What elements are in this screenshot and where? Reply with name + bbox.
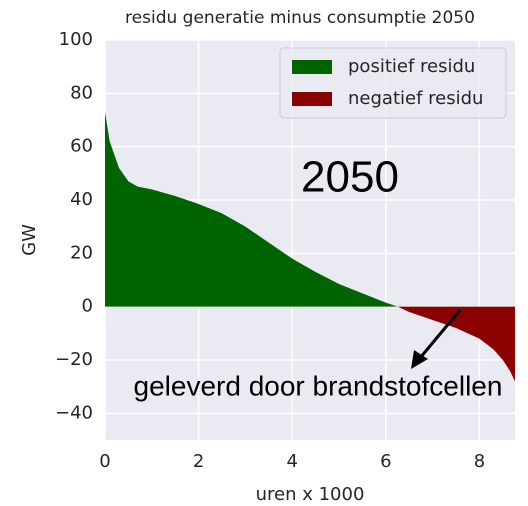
arrow-shaft [418,309,462,359]
x-tick-label: 8 [474,451,485,472]
y-tick-label: 60 [70,136,93,157]
y-tick-label: −40 [55,402,93,423]
x-tick-label: 4 [286,451,297,472]
arrow-head [411,350,428,369]
y-tick-label: 40 [70,189,93,210]
annotation: 2050 [301,153,399,202]
y-axis-label: GW [19,224,40,256]
legend-swatch [292,92,332,106]
legend: positief residu negatief residu [279,47,507,119]
x-axis-label: uren x 1000 [256,484,365,505]
x-tick-label: 0 [99,451,110,472]
legend-label: positief residu [348,56,475,77]
y-tick-label: 20 [70,242,93,263]
y-tick-label: 100 [59,29,93,50]
marks [105,112,515,382]
area [105,112,398,307]
y-tick-label: 80 [70,82,93,103]
annotation: geleverd door brandstofcellen [134,370,503,401]
chart-title: residu generatie minus consumptie 2050 [125,8,475,28]
legend-swatch [292,60,332,74]
x-tick-label: 2 [193,451,204,472]
y-tick-label: 0 [82,296,93,317]
legend-label: negatief residu [348,88,483,109]
x-tick-label: 6 [380,451,391,472]
y-tick-label: −20 [55,349,93,370]
area [397,306,515,382]
legend-box [279,47,507,119]
